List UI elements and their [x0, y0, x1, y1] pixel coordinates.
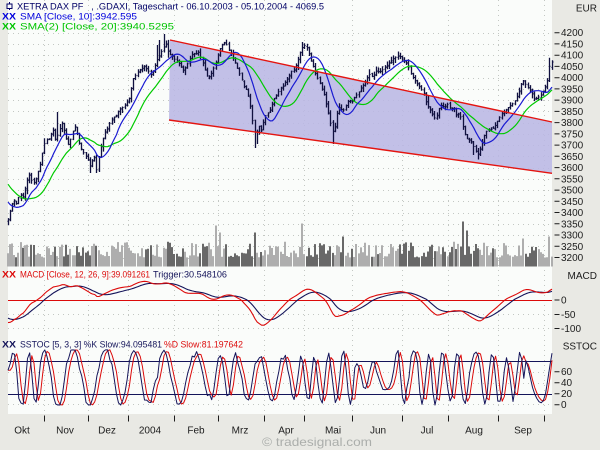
svg-text:Trigger:30.548106: Trigger:30.548106	[153, 270, 227, 281]
svg-text:Okt: Okt	[14, 426, 30, 437]
svg-text:Dez: Dez	[98, 426, 116, 437]
svg-text:3550: 3550	[561, 174, 584, 185]
svg-text:2004: 2004	[139, 426, 162, 437]
svg-text:4100: 4100	[561, 51, 584, 62]
svg-text:3700: 3700	[561, 141, 584, 152]
svg-text:© tradesignal.com: © tradesignal.com	[262, 435, 372, 449]
svg-text:3650: 3650	[561, 152, 584, 163]
svg-text:3900: 3900	[561, 96, 584, 107]
svg-text:SMA [Close, 10]:3942.595: SMA [Close, 10]:3942.595	[20, 12, 137, 23]
svg-text:SSTOC [5, 3, 3] %K Slow:94.095: SSTOC [5, 3, 3] %K Slow:94.095481	[20, 340, 162, 351]
svg-text:3400: 3400	[561, 208, 584, 219]
svg-text:4000: 4000	[561, 73, 584, 84]
svg-text:Sep: Sep	[514, 426, 532, 437]
svg-text:XX: XX	[2, 22, 17, 33]
svg-text:Feb: Feb	[187, 426, 205, 437]
svg-text:4050: 4050	[561, 62, 584, 73]
svg-text:XX: XX	[2, 340, 17, 351]
svg-text:3250: 3250	[561, 242, 584, 253]
svg-text:3750: 3750	[561, 129, 584, 140]
svg-text:XX: XX	[2, 12, 17, 23]
svg-text:Aug: Aug	[465, 426, 483, 437]
svg-text:-100: -100	[561, 324, 581, 335]
svg-text:SSTOC: SSTOC	[563, 342, 597, 353]
svg-text:3200: 3200	[561, 253, 584, 264]
svg-text:Nov: Nov	[56, 426, 74, 437]
svg-text:Jul: Jul	[421, 426, 434, 437]
svg-text:3450: 3450	[561, 197, 584, 208]
svg-text:XX: XX	[2, 270, 17, 281]
svg-text:%D Slow:81.197642: %D Slow:81.197642	[164, 340, 243, 351]
svg-text:0: 0	[561, 400, 567, 411]
svg-text:-50: -50	[561, 310, 576, 321]
svg-text:4150: 4150	[561, 39, 584, 50]
svg-text:3300: 3300	[561, 231, 584, 242]
svg-text:Mrz: Mrz	[232, 426, 249, 437]
svg-text:Mai: Mai	[325, 426, 341, 437]
svg-text:SMA(2) [Close, 20]:3940.5295: SMA(2) [Close, 20]:3940.5295	[20, 22, 174, 33]
svg-text:3600: 3600	[561, 163, 584, 174]
svg-text:MACD [Close, 12, 26, 9]:39.091: MACD [Close, 12, 26, 9]:39.091261	[20, 270, 150, 281]
svg-text:20: 20	[561, 389, 573, 400]
svg-text:60: 60	[561, 367, 573, 378]
svg-text:3350: 3350	[561, 219, 584, 230]
svg-text:40: 40	[561, 378, 573, 389]
svg-text:3500: 3500	[561, 186, 584, 197]
svg-text:0: 0	[561, 296, 567, 307]
svg-text:4200: 4200	[561, 28, 584, 39]
svg-text:EUR: EUR	[576, 4, 597, 15]
svg-text:3800: 3800	[561, 118, 584, 129]
svg-text:3850: 3850	[561, 107, 584, 118]
svg-text:MACD: MACD	[568, 271, 597, 282]
svg-text:Apr: Apr	[278, 426, 294, 437]
svg-text:3950: 3950	[561, 84, 584, 95]
svg-text:XETRA DAX PF , .GDAXI, Tages: XETRA DAX PF , .GDAXI, Tageschart - 06.1…	[17, 2, 324, 13]
svg-text:Jun: Jun	[370, 426, 386, 437]
